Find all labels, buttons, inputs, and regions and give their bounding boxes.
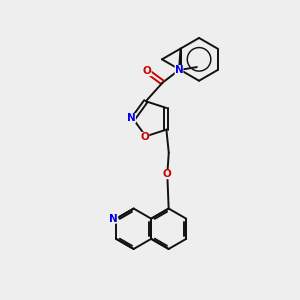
Text: O: O xyxy=(163,169,172,179)
Text: O: O xyxy=(140,132,149,142)
Text: N: N xyxy=(127,113,136,123)
Text: N: N xyxy=(175,65,183,75)
Text: N: N xyxy=(110,214,118,224)
Text: O: O xyxy=(143,66,152,76)
